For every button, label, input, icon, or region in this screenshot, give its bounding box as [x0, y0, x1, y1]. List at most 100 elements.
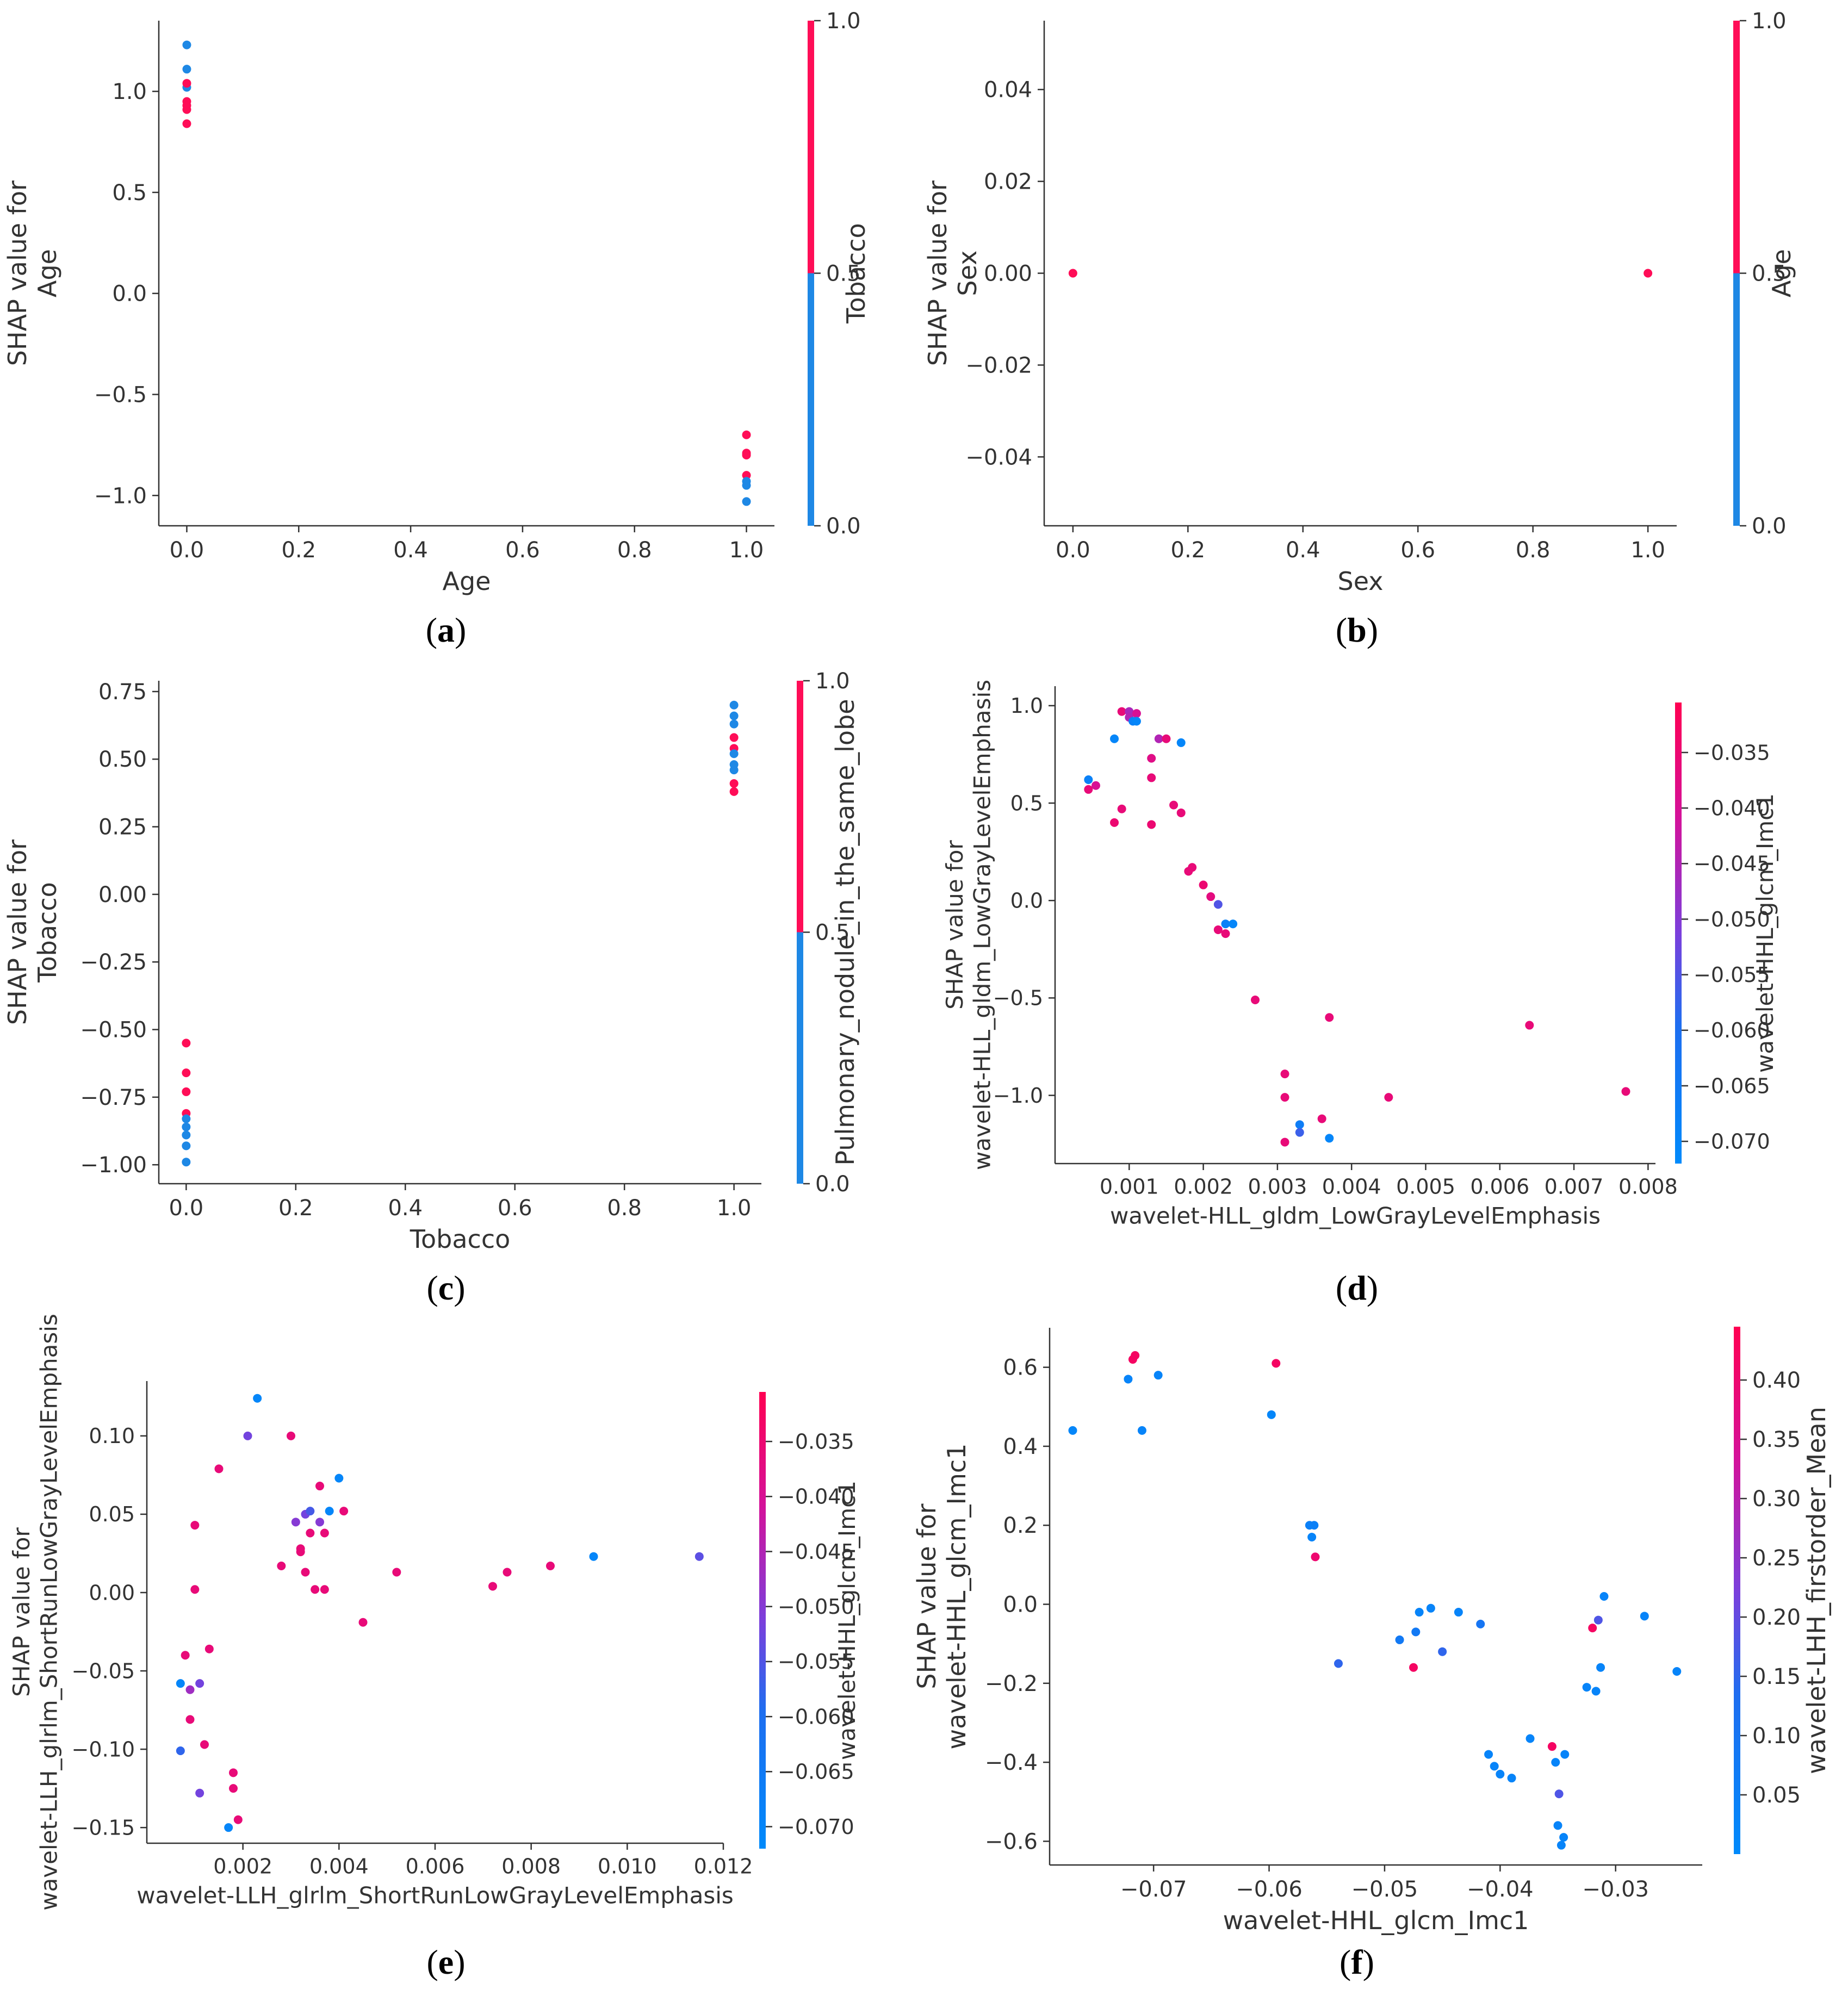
data-point	[296, 1544, 305, 1553]
panel-label: (d)	[1336, 1269, 1378, 1307]
data-point	[182, 79, 191, 88]
data-point	[1640, 1612, 1649, 1621]
x-axis-label: Tobacco	[410, 1224, 511, 1254]
data-point	[1591, 1687, 1601, 1696]
colorbar	[1734, 1327, 1740, 1854]
data-point	[1147, 820, 1156, 829]
data-point	[287, 1431, 295, 1440]
data-point	[334, 1473, 344, 1483]
data-point	[1525, 1021, 1534, 1030]
data-point	[182, 40, 191, 49]
colorbar-tick-label: −0.035	[778, 1429, 854, 1453]
data-point	[1409, 1663, 1418, 1672]
data-point	[204, 1644, 214, 1653]
data-point	[1280, 1137, 1289, 1147]
x-tick-label: −0.04	[1467, 1877, 1534, 1902]
x-tick-label: 0.0	[169, 1196, 204, 1221]
colorbar-label: wavelet-LHH_firstorder_Mean	[1802, 1407, 1831, 1774]
data-point	[729, 766, 739, 775]
data-point	[1251, 995, 1260, 1004]
data-point	[243, 1431, 252, 1440]
x-tick-label: 1.0	[717, 1196, 752, 1221]
y-tick-label: −0.15	[72, 1816, 135, 1839]
x-tick-label: 0.008	[501, 1855, 561, 1879]
data-point	[1596, 1663, 1605, 1672]
colorbar-label: wavelet-HHL_glcm_Imc1	[1752, 793, 1778, 1073]
data-point	[742, 430, 751, 439]
x-tick-label: 0.005	[1396, 1175, 1455, 1199]
data-point	[1588, 1624, 1597, 1633]
data-point	[1426, 1603, 1435, 1613]
data-point	[1267, 1410, 1276, 1419]
data-point	[729, 779, 739, 788]
y-tick-label: 0.5	[112, 181, 147, 206]
y-tick-label: 0.2	[1003, 1513, 1038, 1538]
data-point	[195, 1679, 204, 1688]
data-point	[1559, 1833, 1568, 1842]
data-point	[1547, 1742, 1556, 1751]
data-point	[1229, 919, 1238, 929]
data-point	[1496, 1769, 1505, 1779]
data-point	[1438, 1647, 1447, 1656]
colorbar-label: wavelet-HHL_glcm_Imc1	[834, 1481, 860, 1760]
y-tick-label: −0.4	[985, 1750, 1038, 1775]
data-point	[1395, 1635, 1404, 1644]
data-point	[1507, 1774, 1516, 1783]
data-point	[694, 1552, 704, 1561]
data-point	[1084, 785, 1093, 794]
y-tick-label: 0.6	[1003, 1356, 1038, 1381]
data-point	[742, 481, 751, 490]
data-point	[301, 1568, 310, 1577]
x-axis-label: Sex	[1338, 567, 1384, 596]
data-point	[1484, 1750, 1493, 1759]
colorbar	[1733, 21, 1740, 526]
y-tick-label: 0.0	[1003, 1593, 1038, 1618]
colorbar-tick-label: −0.045	[778, 1540, 854, 1564]
y-tick-label: −1.0	[94, 483, 147, 508]
panel-c: 0.0 0.2 0.4 0.6 0.8 1.0 −1.00 −0.75 −0.50 −0.25 0.…	[3, 669, 860, 1307]
data-point	[1117, 804, 1126, 813]
colorbar-tick-label: −0.050	[778, 1595, 854, 1619]
data-point	[488, 1582, 497, 1591]
data-point	[742, 497, 751, 506]
data-point	[182, 1158, 191, 1167]
colorbar-tick-label: −0.065	[1694, 1074, 1770, 1098]
colorbar	[1675, 702, 1682, 1164]
data-point	[315, 1518, 324, 1527]
data-point	[1213, 925, 1223, 934]
data-point	[291, 1518, 300, 1527]
x-tick-label: 0.4	[1286, 538, 1320, 563]
panel-label: (f)	[1340, 1943, 1374, 1981]
data-point	[1454, 1608, 1463, 1617]
colorbar-tick-label: 0.25	[1752, 1546, 1801, 1571]
colorbar-tick-label: 1.0	[826, 9, 861, 34]
x-tick-label: 0.6	[1400, 538, 1435, 563]
y-axis-label: SHAP value forTobacco	[3, 840, 62, 1025]
x-tick-label: 0.6	[498, 1196, 532, 1221]
data-point	[1154, 1371, 1163, 1380]
x-tick-label: 0.004	[309, 1855, 369, 1879]
data-point	[182, 105, 191, 114]
colorbar-tick-label: −0.060	[1694, 1018, 1770, 1042]
x-tick-label: 0.007	[1545, 1175, 1604, 1199]
panel-label: (e)	[426, 1943, 465, 1981]
data-point	[1091, 781, 1100, 790]
data-point	[1176, 808, 1186, 817]
y-tick-label: −0.5	[993, 986, 1043, 1010]
data-point	[1554, 1789, 1564, 1799]
data-point	[1147, 773, 1156, 782]
data-point	[185, 1715, 195, 1724]
y-tick-label: 0.4	[1003, 1434, 1038, 1459]
data-point	[339, 1507, 349, 1516]
data-point	[1551, 1758, 1560, 1767]
x-axis-label: wavelet-HHL_glcm_Imc1	[1223, 1906, 1529, 1935]
colorbar-tick-label: −0.070	[778, 1815, 854, 1839]
colorbar-tick-label: 0.15	[1752, 1664, 1801, 1689]
data-point	[742, 450, 751, 459]
y-tick-label: 1.0	[1010, 694, 1043, 718]
data-point	[1553, 1821, 1562, 1830]
data-point	[1307, 1533, 1317, 1542]
data-point	[546, 1562, 555, 1570]
x-tick-label: 0.8	[607, 1196, 642, 1221]
